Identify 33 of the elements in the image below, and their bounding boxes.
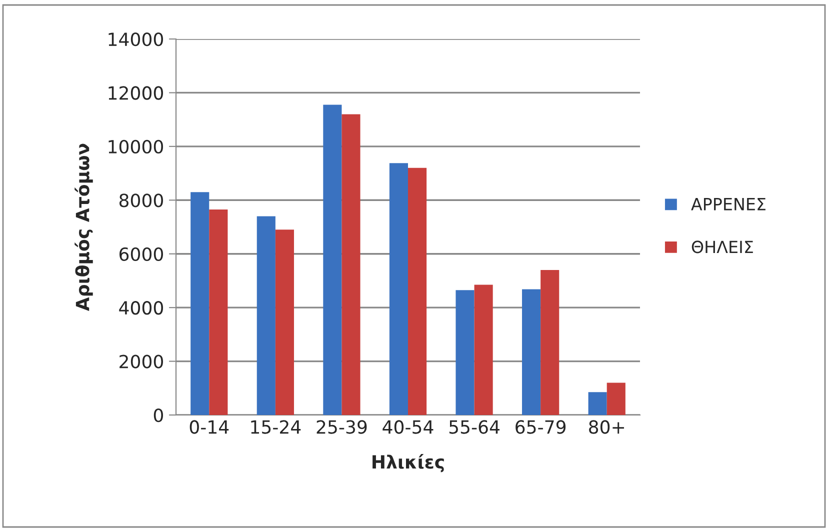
y-tick-label: 14000 [108, 32, 163, 46]
bar [540, 270, 560, 415]
bar [342, 114, 360, 415]
y-tick-label: 8000 [119, 194, 163, 208]
bar [408, 168, 427, 415]
y-tick-label: 12000 [108, 86, 163, 100]
bar [474, 284, 493, 415]
x-tick-label: 40-54 [382, 420, 434, 434]
bar [256, 216, 276, 415]
x-tick-label: 55-64 [449, 420, 500, 434]
x-tick-label: 80+ [589, 420, 624, 434]
y-axis-title: Αριθμός Ατόμων [74, 144, 93, 312]
bar [456, 290, 474, 415]
x-tick-label: 65-79 [516, 420, 566, 434]
bar [606, 382, 626, 415]
x-tick-label: 25-39 [316, 420, 367, 434]
bar [522, 289, 541, 415]
y-tick-label: 10000 [108, 140, 163, 154]
legend-label: ΑΡΡΕΝΕΣ [691, 198, 766, 210]
bar [275, 230, 294, 415]
bar [209, 210, 228, 415]
bar [323, 104, 342, 415]
bar [389, 163, 408, 415]
legend-label: ΘΗΛΕΙΣ [692, 240, 753, 254]
bar [588, 392, 607, 415]
bar [190, 192, 210, 415]
y-tick-label: 2000 [120, 354, 163, 368]
y-tick-label: 4000 [119, 301, 163, 315]
x-axis-title: Ηλικίες [372, 454, 444, 472]
x-tick-label: 15-24 [251, 420, 301, 434]
y-tick-label: 6000 [120, 247, 163, 261]
y-tick-label: 0 [154, 408, 163, 422]
x-tick-label: 0-14 [190, 420, 229, 434]
